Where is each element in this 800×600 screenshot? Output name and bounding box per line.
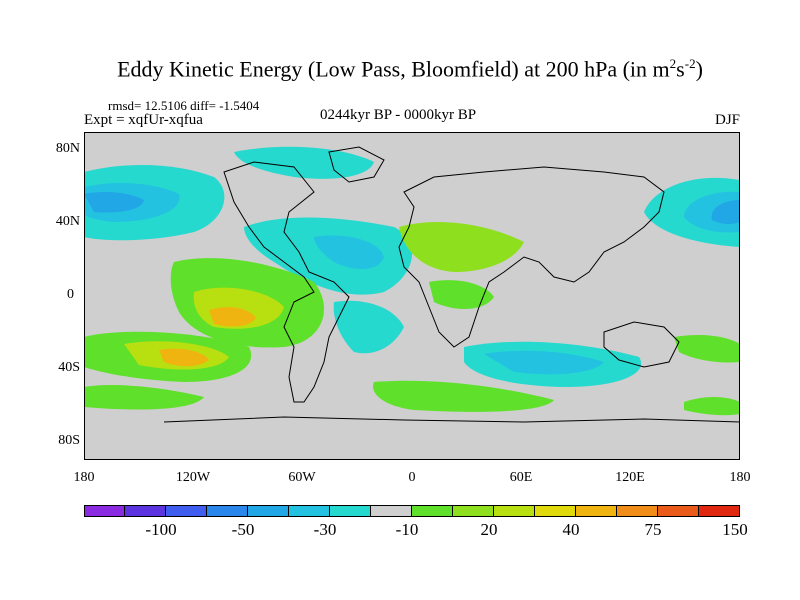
region-arctic-band xyxy=(234,146,374,179)
colorbar-label-20: 20 xyxy=(480,520,498,539)
x-tick-120w: 120W xyxy=(175,470,211,485)
region-south-pacific-south xyxy=(84,385,204,410)
chart-title: Eddy Kinetic Energy (Low Pass, Bloomfiel… xyxy=(117,56,703,82)
colorbar xyxy=(84,505,740,517)
region-northwest-pacific-inner xyxy=(711,200,740,224)
australia-outline xyxy=(603,321,680,368)
colorbar-cell xyxy=(412,505,453,517)
colorbar-cell xyxy=(84,505,125,517)
coastlines xyxy=(163,146,740,423)
colorbar-label-150: 150 xyxy=(722,520,748,539)
colorbar-cell xyxy=(453,505,494,517)
y-tick-40s: 40S xyxy=(58,360,80,375)
region-southwest-pacific xyxy=(674,334,740,363)
region-north-pacific-inner xyxy=(84,192,144,213)
colorbar-label-neg30: -30 xyxy=(313,520,337,539)
x-tick-60w: 60W xyxy=(288,470,316,485)
region-tropical-east-pacific-max xyxy=(209,307,256,327)
colorbar-label-neg50: -50 xyxy=(231,520,255,539)
region-south-tasman xyxy=(684,397,740,416)
colorbar-cell xyxy=(166,505,207,517)
stats-label: rmsd= 12.5106 diff= -1.5404 xyxy=(108,98,260,113)
experiment-label: Expt = xqfUr-xqfua xyxy=(84,112,203,128)
y-tick-0: 0 xyxy=(67,287,74,302)
region-north-africa xyxy=(399,222,524,272)
x-tick-60e: 60E xyxy=(509,470,533,485)
region-south-pacific-max xyxy=(159,348,209,367)
x-tick-0: 0 xyxy=(408,470,416,485)
region-north-atlantic-core xyxy=(314,235,384,269)
region-east-africa xyxy=(429,280,494,309)
x-tick-180w: 180 xyxy=(73,470,95,485)
colorbar-cell xyxy=(658,505,699,517)
y-tick-80n: 80N xyxy=(55,141,80,156)
colorbar-cell xyxy=(289,505,330,517)
map-plot xyxy=(84,132,740,460)
colorbar-cell xyxy=(494,505,535,517)
map-svg xyxy=(84,132,740,460)
colorbar-cell xyxy=(699,505,740,517)
colorbar-cell xyxy=(576,505,617,517)
colorbar-label-neg100: -100 xyxy=(145,520,177,539)
colorbar-label-neg10: -10 xyxy=(395,520,419,539)
season-label: DJF xyxy=(714,112,740,128)
americas-outline xyxy=(223,161,350,403)
colorbar-cell xyxy=(535,505,576,517)
x-tick-180e: 180 xyxy=(729,470,751,485)
colorbar-cell xyxy=(207,505,248,517)
colorbar-cell xyxy=(248,505,289,517)
region-southern-indian-ocean-core xyxy=(484,350,604,375)
eurafrica-outline xyxy=(398,166,665,348)
antarctica-outline xyxy=(163,416,740,423)
region-southern-ocean xyxy=(373,380,554,412)
y-tick-80s: 80S xyxy=(58,433,80,448)
colorbar-label-75: 75 xyxy=(644,520,662,539)
colorbar-cell xyxy=(617,505,658,517)
colorbar-cell xyxy=(125,505,166,517)
greenland-outline xyxy=(328,146,385,183)
colorbar-cell xyxy=(371,505,412,517)
y-tick-40n: 40N xyxy=(55,214,80,229)
region-south-atlantic xyxy=(333,300,404,354)
period-label: 0244kyr BP - 0000kyr BP xyxy=(320,107,477,123)
colorbar-cell xyxy=(330,505,371,517)
map-frame xyxy=(84,132,740,460)
colorbar-label-40: 40 xyxy=(562,520,580,539)
x-tick-120e: 120E xyxy=(615,470,645,485)
